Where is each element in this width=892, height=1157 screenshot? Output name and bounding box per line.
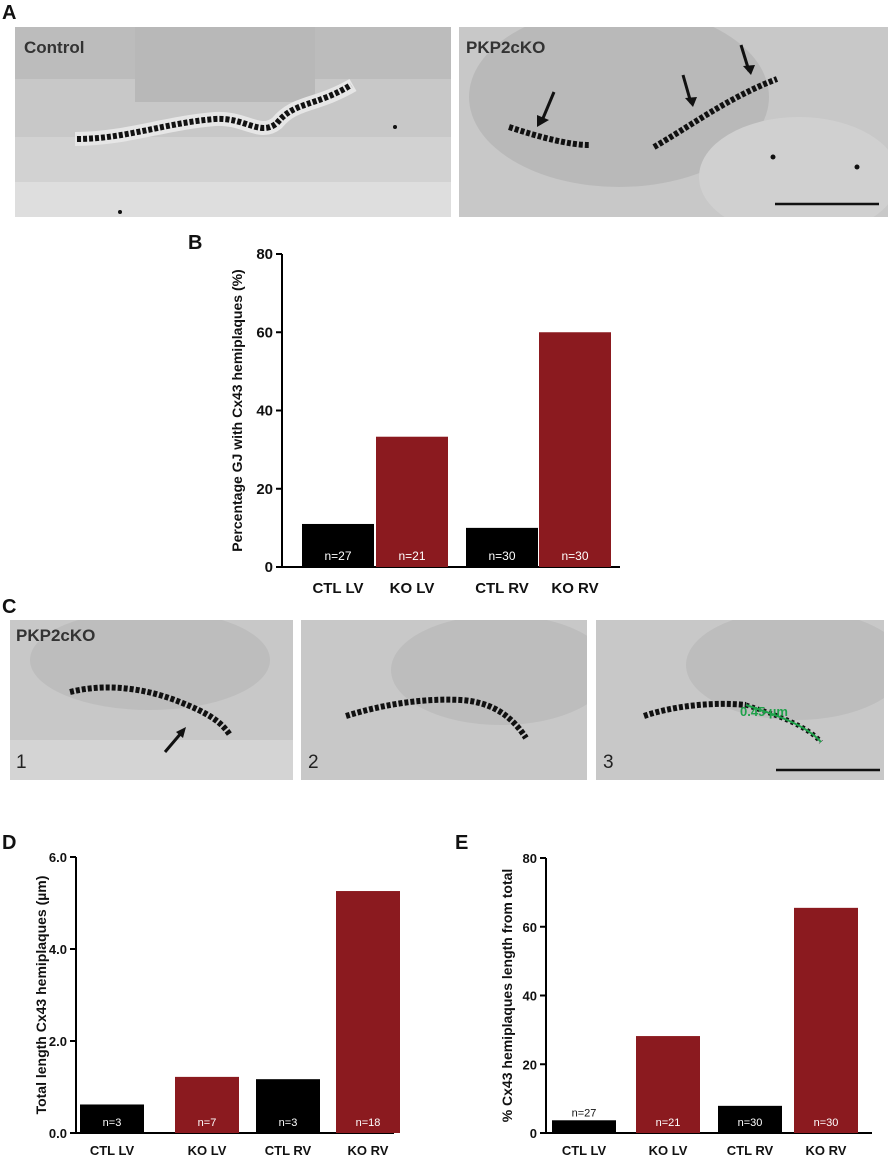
category-label: CTL LV xyxy=(562,1143,607,1157)
n-label: n=3 xyxy=(103,1117,122,1129)
category-label: KO LV xyxy=(649,1143,688,1157)
bar xyxy=(376,436,448,567)
em-number-1: 1 xyxy=(16,752,27,773)
bar xyxy=(80,1104,144,1133)
y-tick-label: 60 xyxy=(523,920,537,935)
em-label-c: PKP2cKO xyxy=(16,626,96,645)
n-label: n=27 xyxy=(324,549,351,563)
y-tick-label: 20 xyxy=(523,1057,537,1072)
em-number-3: 3 xyxy=(603,752,614,773)
em-image-c2 xyxy=(301,620,587,780)
panel-letter-e: E xyxy=(455,832,469,854)
category-label: CTL RV xyxy=(727,1143,774,1157)
em-image-pkp2cko xyxy=(459,27,888,217)
bar xyxy=(636,1036,700,1133)
n-label: n=21 xyxy=(398,549,425,563)
bar xyxy=(539,332,611,567)
y-tick-label: 20 xyxy=(256,481,273,498)
category-label: KO LV xyxy=(390,580,435,597)
chart-e: 0 20 40 60 80 % Cx43 hemiplaques length from … xyxy=(499,846,880,1157)
panel-letter-b: B xyxy=(188,232,203,254)
n-label: n=18 xyxy=(356,1117,381,1129)
em-number-2: 2 xyxy=(308,752,319,773)
y-tick-label: 60 xyxy=(256,324,273,341)
category-label: KO LV xyxy=(188,1143,227,1157)
category-label: CTL RV xyxy=(475,580,529,597)
chart-b-svg: 0 20 40 60 80 Percentage GJ with Cx43 hemipla… xyxy=(229,246,620,597)
y-tick-label: 0 xyxy=(265,559,273,576)
n-label: n=3 xyxy=(279,1117,298,1129)
y-tick-label: 4.0 xyxy=(49,942,67,957)
y-tick-label: 0 xyxy=(530,1126,537,1141)
y-tick-label: 80 xyxy=(523,851,537,866)
em-label-pkp2cko: PKP2cKO xyxy=(466,38,546,57)
n-label: n=30 xyxy=(738,1117,763,1129)
y-axis-label: Total length Cx43 hemiplaques (µm) xyxy=(33,876,49,1115)
y-tick-label: 2.0 xyxy=(49,1034,67,1049)
n-label: n=30 xyxy=(814,1117,839,1129)
category-label: CTL RV xyxy=(265,1143,312,1157)
y-axis-label: Percentage GJ with Cx43 hemiplaques (%) xyxy=(229,269,245,551)
em-texture-pkp2cko xyxy=(459,27,888,217)
category-label: CTL LV xyxy=(312,580,363,597)
bar xyxy=(718,1105,782,1133)
n-label: n=7 xyxy=(198,1117,217,1129)
panel-letter-a: A xyxy=(2,2,17,24)
bar xyxy=(336,891,400,1133)
em-texture-c3 xyxy=(596,620,884,780)
em-texture-c1 xyxy=(10,620,293,780)
bar xyxy=(256,1079,320,1133)
em-image-c3 xyxy=(596,620,884,780)
em-texture-control xyxy=(15,27,451,217)
category-label: KO RV xyxy=(806,1143,847,1157)
n-label: n=30 xyxy=(488,549,515,563)
panel-letter-d: D xyxy=(2,832,17,854)
category-label: KO RV xyxy=(551,580,598,597)
chart-d: 0.0 2.0 4.0 6.0 Total length Cx43 hemiplaque… xyxy=(33,846,434,1157)
bar xyxy=(175,1076,239,1133)
em-image-c1 xyxy=(10,620,293,780)
n-label: n=30 xyxy=(561,549,588,563)
em-image-control xyxy=(15,27,451,217)
n-label: n=27 xyxy=(572,1107,597,1119)
panel-letter-c: C xyxy=(2,596,17,618)
y-tick-label: 80 xyxy=(256,246,273,263)
y-tick-label: 6.0 xyxy=(49,850,67,865)
y-tick-label: 40 xyxy=(256,403,273,420)
em-texture-c2 xyxy=(301,620,587,780)
bar xyxy=(552,1120,616,1133)
bar xyxy=(794,907,858,1133)
measure-label: 0.45 µm xyxy=(740,704,788,719)
y-axis-label: % Cx43 hemiplaques length from total xyxy=(499,869,515,1123)
bar xyxy=(466,527,538,567)
chart-b: 0 20 40 60 80 Percentage GJ with Cx43 hemipla… xyxy=(228,246,628,606)
bar xyxy=(302,523,374,567)
y-tick-label: 0.0 xyxy=(49,1126,67,1141)
y-tick-label: 40 xyxy=(523,989,537,1004)
category-label: CTL LV xyxy=(90,1143,135,1157)
n-label: n=21 xyxy=(656,1117,681,1129)
em-label-control: Control xyxy=(24,38,85,57)
chart-e-svg: 0 20 40 60 80 % Cx43 hemiplaques length from … xyxy=(499,851,872,1157)
category-label: KO RV xyxy=(348,1143,389,1157)
